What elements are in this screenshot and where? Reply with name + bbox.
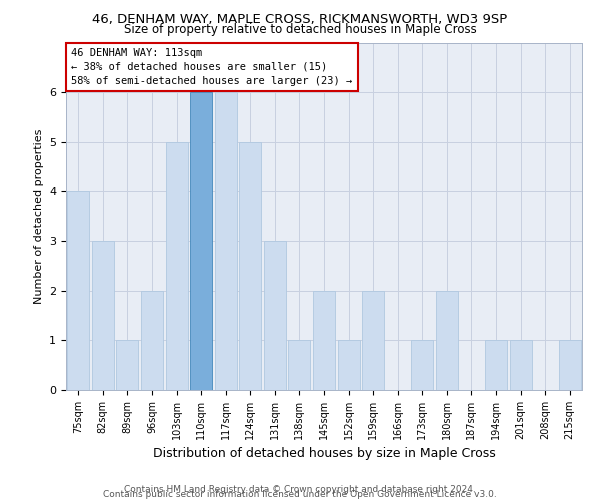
Bar	[559, 340, 581, 390]
Bar	[485, 340, 507, 390]
Bar	[67, 192, 89, 390]
Bar	[411, 340, 433, 390]
Text: Contains public sector information licensed under the Open Government Licence v3: Contains public sector information licen…	[103, 490, 497, 499]
Text: Contains HM Land Registry data © Crown copyright and database right 2024.: Contains HM Land Registry data © Crown c…	[124, 484, 476, 494]
X-axis label: Distribution of detached houses by size in Maple Cross: Distribution of detached houses by size …	[152, 448, 496, 460]
Bar	[190, 92, 212, 390]
Text: Size of property relative to detached houses in Maple Cross: Size of property relative to detached ho…	[124, 22, 476, 36]
Bar	[338, 340, 359, 390]
Bar	[239, 142, 262, 390]
Bar	[166, 142, 188, 390]
Bar	[141, 290, 163, 390]
Bar	[116, 340, 139, 390]
Text: 46, DENHAM WAY, MAPLE CROSS, RICKMANSWORTH, WD3 9SP: 46, DENHAM WAY, MAPLE CROSS, RICKMANSWOR…	[92, 12, 508, 26]
Text: 46 DENHAM WAY: 113sqm
← 38% of detached houses are smaller (15)
58% of semi-deta: 46 DENHAM WAY: 113sqm ← 38% of detached …	[71, 48, 352, 86]
Y-axis label: Number of detached properties: Number of detached properties	[34, 128, 44, 304]
Bar	[92, 241, 114, 390]
Bar	[362, 290, 384, 390]
Bar	[436, 290, 458, 390]
Bar	[215, 92, 237, 390]
Bar	[313, 290, 335, 390]
Bar	[509, 340, 532, 390]
Bar	[264, 241, 286, 390]
Bar	[289, 340, 310, 390]
